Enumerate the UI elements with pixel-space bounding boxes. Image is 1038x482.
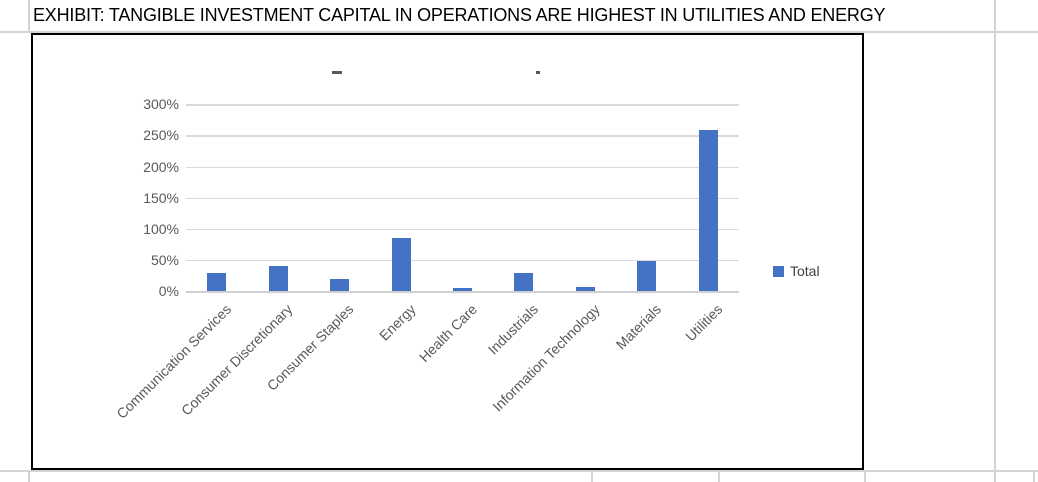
y-axis-tick-label: 100% <box>143 220 179 237</box>
y-axis-tick-label: 250% <box>143 127 179 144</box>
y-gridline <box>186 197 739 200</box>
y-gridline <box>186 228 739 231</box>
column-gridline <box>864 471 866 482</box>
x-axis-label-text: Health Care <box>415 301 480 366</box>
bar-chart[interactable]: 0% 50% 100% 150% 200% 250% 300% Communication S… <box>31 33 864 470</box>
y-gridline <box>186 166 739 169</box>
column-gridline <box>994 0 996 482</box>
x-axis-line <box>186 291 739 293</box>
column-gridline <box>28 0 30 32</box>
bar-information-technology[interactable] <box>575 286 595 291</box>
x-axis-label-text: Industrials <box>484 301 542 358</box>
y-gridline <box>186 104 739 106</box>
exhibit-title: EXHIBIT: TANGIBLE INVESTMENT CAPITAL IN … <box>33 5 886 25</box>
bar-materials[interactable] <box>637 261 657 291</box>
chart-legend[interactable]: Total <box>773 263 820 279</box>
y-axis-tick-label: 150% <box>143 189 179 206</box>
column-gridline <box>718 471 720 482</box>
y-axis-tick-label: 300% <box>143 96 179 113</box>
x-axis-label-text: Materials <box>612 301 665 353</box>
chart-title-remnant <box>332 71 342 74</box>
x-axis-label-text: Energy <box>375 301 419 344</box>
x-axis-label-text: Utilities <box>682 301 726 345</box>
y-axis-tick-label: 0% <box>158 283 179 299</box>
row-gridline <box>0 31 1038 33</box>
y-gridline <box>186 135 739 137</box>
chart-title-remnant <box>536 71 540 74</box>
legend-label-total: Total <box>790 263 820 279</box>
y-axis-tick-label: 50% <box>150 251 179 268</box>
x-axis-label-text: Information Technology <box>489 301 603 415</box>
bar-consumer-discretionary[interactable] <box>268 266 288 291</box>
bar-communication-services[interactable] <box>207 272 227 291</box>
column-gridline <box>28 470 30 482</box>
exhibit-title-cell[interactable]: EXHIBIT: TANGIBLE INVESTMENT CAPITAL IN … <box>33 0 995 31</box>
bar-utilities[interactable] <box>698 130 718 291</box>
column-gridline <box>1033 471 1035 482</box>
legend-swatch-total <box>773 265 784 277</box>
bar-consumer-staples[interactable] <box>330 278 350 291</box>
x-axis-label-text: Consumer Discretionary <box>177 301 296 419</box>
column-gridline <box>591 471 593 482</box>
bar-industrials[interactable] <box>514 272 534 291</box>
row-gridline <box>0 470 1038 472</box>
y-gridline <box>186 259 739 262</box>
x-axis-label-text: Communication Services <box>113 301 235 422</box>
bar-energy[interactable] <box>391 238 411 291</box>
bar-health-care[interactable] <box>453 287 472 291</box>
y-axis-tick-label: 200% <box>143 158 179 175</box>
